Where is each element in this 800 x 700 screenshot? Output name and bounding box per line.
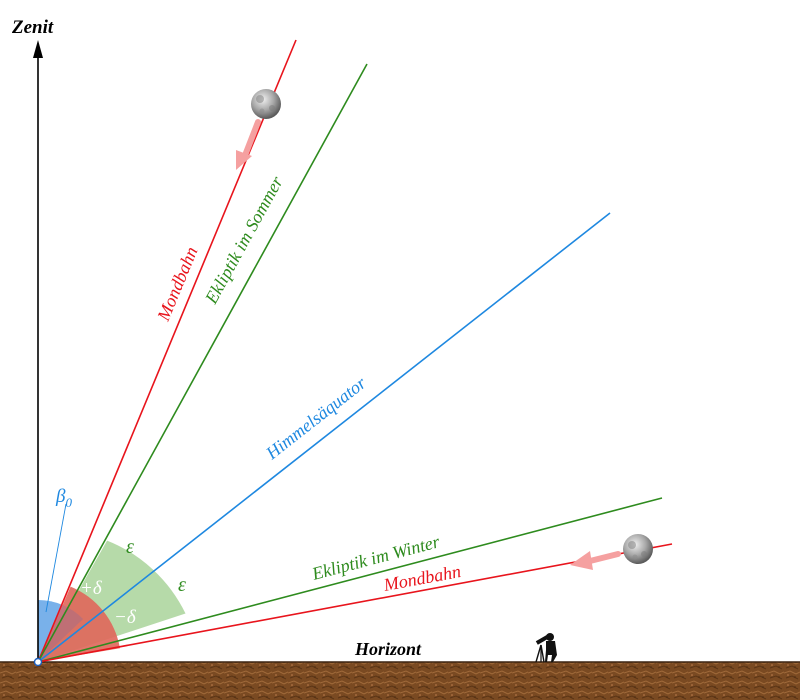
observer-telescope-icon bbox=[535, 633, 557, 663]
zenith-arrowhead bbox=[33, 40, 43, 58]
origin-point-icon bbox=[33, 657, 43, 667]
himmelsaequator-line bbox=[37, 212, 611, 663]
epsilon-lower-label: ε bbox=[178, 574, 186, 596]
epsilon-upper-label: ε bbox=[126, 536, 134, 558]
horizont-label: Horizont bbox=[354, 639, 422, 659]
ekliptik-sommer-line bbox=[37, 63, 368, 663]
beta0-label: β0 bbox=[55, 486, 72, 510]
moon-icon bbox=[623, 534, 653, 564]
ekliptik-winter-line bbox=[37, 497, 663, 663]
himmelsaequator-label: Himmelsäquator bbox=[261, 372, 370, 464]
minus-delta-label: −δ bbox=[114, 607, 137, 628]
plus-delta-label: +δ bbox=[80, 578, 103, 599]
delta-sector bbox=[38, 586, 120, 662]
beta0-base: β bbox=[55, 486, 66, 507]
beta0-pointer bbox=[45, 503, 67, 613]
mondbahn-lower-line bbox=[37, 543, 673, 663]
zenit-label: Zenit bbox=[11, 17, 54, 38]
moon-icon bbox=[251, 89, 281, 119]
ground bbox=[0, 662, 800, 700]
motion-arrow-lower bbox=[570, 551, 621, 570]
motion-arrow-upper bbox=[236, 119, 261, 170]
beta0-subscript: 0 bbox=[65, 495, 72, 510]
beta0-delta-overlap bbox=[38, 605, 84, 662]
mondbahn-upper-line bbox=[37, 39, 297, 663]
